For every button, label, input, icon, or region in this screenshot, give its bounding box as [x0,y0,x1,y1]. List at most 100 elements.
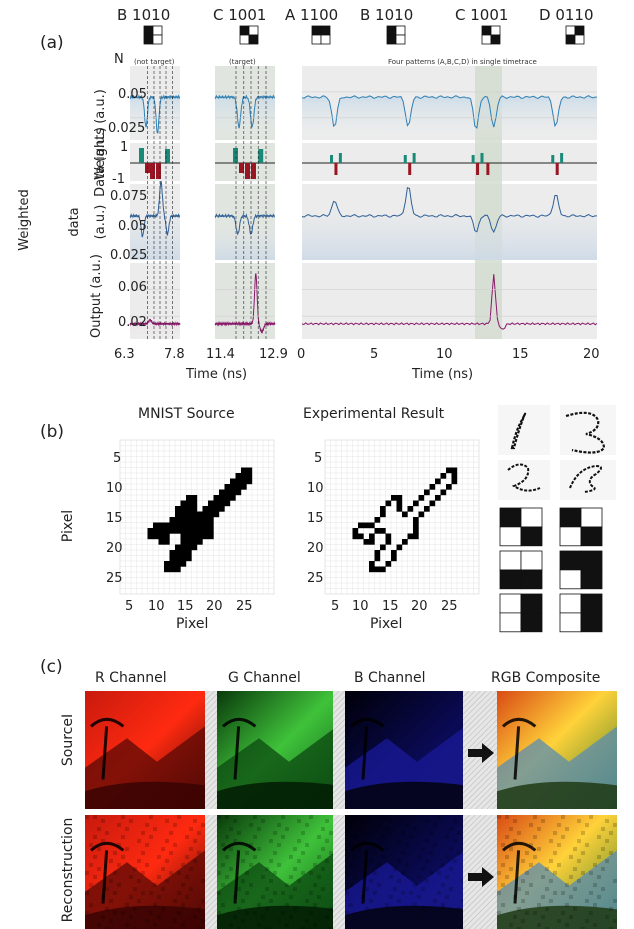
noise-pixel [125,923,129,927]
noise-pixel [457,851,461,855]
noise-pixel [89,843,93,847]
noise-pixel [557,863,561,867]
noise-pixel [429,871,433,875]
pattern-cell [144,26,153,35]
pixel [364,539,370,545]
noise-pixel [317,895,321,899]
pixel [192,534,198,540]
noise-pixel [165,839,169,843]
noise-pixel [261,895,265,899]
hatched-separator [333,691,345,809]
noise-pixel [609,831,613,835]
noise-pixel [289,895,293,899]
pixel [181,545,187,551]
noise-pixel [93,875,97,879]
xtick-left-0: 6.3 [114,347,135,362]
noise-pixel [233,839,237,843]
noise-pixel [321,827,325,831]
noise-pixel [269,899,273,903]
noise-pixel [185,895,189,899]
noise-pixel [589,911,593,915]
noise-pixel [401,831,405,835]
quad-cell [521,551,542,570]
noise-pixel [409,815,413,819]
noise-pixel [513,895,517,899]
quad-cell [581,570,602,589]
noise-pixel [197,907,201,911]
noise-pixel [109,919,113,923]
noise-pixel [301,831,305,835]
pixel [192,528,198,534]
noise-pixel [305,899,309,903]
pattern-label: B 1010 [117,6,170,24]
pattern-label: D 0110 [539,6,594,24]
weight-bar-negative [486,163,489,175]
pixel [397,545,403,551]
noise-pixel [565,903,569,907]
noise-pixel [417,875,421,879]
pixel [402,512,408,518]
noise-pixel [521,879,525,883]
noise-pixel [129,895,133,899]
pixel [353,534,359,540]
xtick-left-1: 7.8 [164,347,185,362]
noise-pixel [561,835,565,839]
n-label: N [114,52,124,67]
noise-pixel [393,887,397,891]
noise-pixel [445,895,449,899]
quad-cell [560,527,581,546]
noise-pixel [277,823,281,827]
pattern-header-d-0110: D 0110 [539,6,594,44]
quad-cell [500,551,521,570]
noise-pixel [313,863,317,867]
noise-pixel [173,823,177,827]
noise-pixel [285,827,289,831]
noise-pixel [529,863,533,867]
pixel [153,523,159,529]
pixel [236,479,242,485]
noise-pixel [553,831,557,835]
noise-pixel [125,903,129,907]
xtick-right-3: 15 [512,347,529,362]
col-title-g: G Channel [228,670,301,686]
noise-pixel [517,831,521,835]
noise-pixel [597,855,601,859]
noise-pixel [101,895,105,899]
noise-pixel [589,871,593,875]
noise-pixel [453,859,457,863]
noise-pixel [533,911,537,915]
noise-pixel [369,879,373,883]
noise-pixel [229,867,233,871]
pixel [430,501,436,507]
noise-pixel [353,855,357,859]
noise-pixel [309,891,313,895]
pixel [375,550,381,556]
noise-pixel [273,831,277,835]
noise-pixel [173,843,177,847]
pixel [175,550,181,556]
noise-pixel [129,819,133,823]
ylabel-weighted-1: Weighted [17,189,32,251]
noise-pixel [117,843,121,847]
ytick-pixel-r3: 20 [307,541,324,556]
noise-pixel [593,903,597,907]
noise-pixel [297,859,301,863]
noise-pixel [457,907,461,911]
noise-pixel [149,835,153,839]
ytick-pixel-1: 10 [106,481,123,496]
ylabel-weighted-3: (a.u.) [93,205,108,240]
ytick-pixel-r0: 5 [314,451,322,466]
xtick-right-2: 10 [436,347,453,362]
quad-cell [560,613,581,632]
pixel [369,539,375,545]
quad-cell [560,570,581,589]
noise-pixel [357,867,361,871]
pixel [386,534,392,540]
pattern-cell [321,35,330,44]
noise-pixel [253,911,257,915]
pattern-label: A 1100 [285,6,338,24]
noise-pixel [405,863,409,867]
noise-pixel [169,831,173,835]
xtick-pixel-4: 25 [236,599,253,614]
noise-pixel [373,871,377,875]
